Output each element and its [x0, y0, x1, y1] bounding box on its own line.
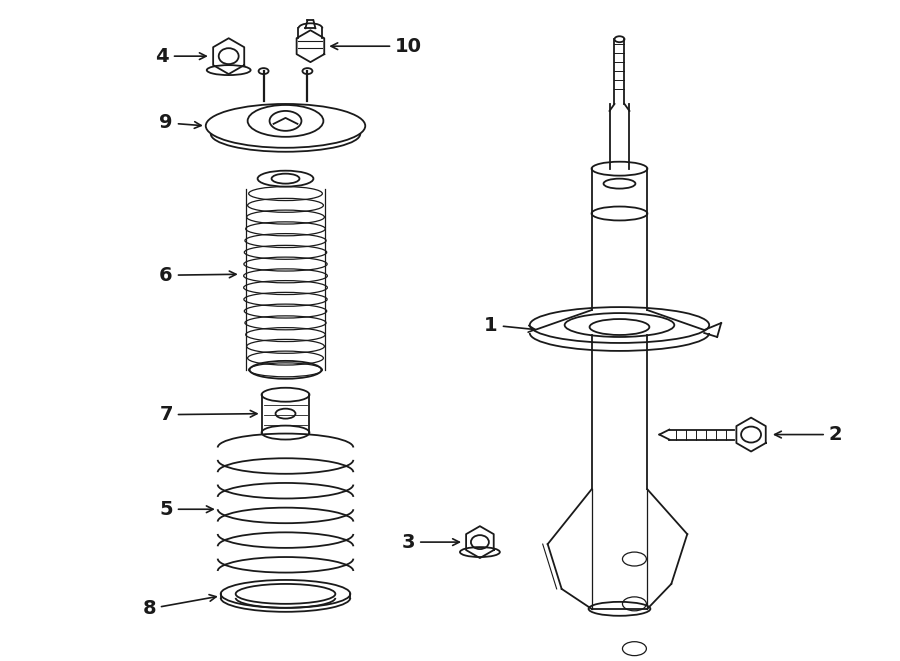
Text: 5: 5	[159, 500, 213, 519]
Text: 2: 2	[775, 425, 842, 444]
Text: 9: 9	[159, 114, 201, 132]
Text: 1: 1	[484, 315, 536, 334]
Text: 10: 10	[331, 37, 422, 56]
Text: 6: 6	[159, 266, 236, 285]
Text: 7: 7	[159, 405, 256, 424]
Text: 4: 4	[155, 47, 206, 65]
Text: 8: 8	[142, 595, 216, 618]
Text: 3: 3	[401, 533, 459, 552]
